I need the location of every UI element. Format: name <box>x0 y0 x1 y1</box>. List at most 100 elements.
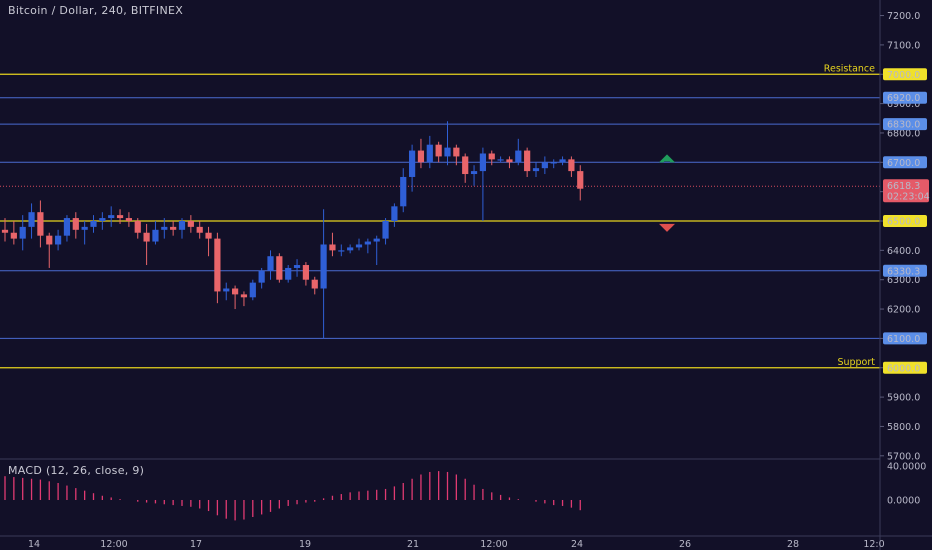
level-price-tag: 6500.0 <box>887 217 920 228</box>
candle-body[interactable] <box>444 147 451 157</box>
candle-body[interactable] <box>19 226 26 239</box>
candle-body[interactable] <box>524 150 531 172</box>
candle-body[interactable] <box>152 229 159 242</box>
level-price-tag: 6700.0 <box>887 158 920 169</box>
time-tick-label: 17 <box>190 539 202 550</box>
current-price-tag: 6618.3 <box>887 181 920 192</box>
candle-body[interactable] <box>355 244 363 248</box>
candle-body[interactable] <box>90 221 97 227</box>
time-tick-label: 19 <box>299 539 311 550</box>
level-price-tag: 6330.3 <box>887 266 920 277</box>
candle-body[interactable] <box>568 159 575 172</box>
candle-body[interactable] <box>276 256 283 280</box>
candle-body[interactable] <box>488 153 495 160</box>
candle-body[interactable] <box>37 212 44 236</box>
macd-label: MACD (12, 26, close, 9) <box>8 464 144 477</box>
candle-body[interactable] <box>417 150 425 163</box>
candle-body[interactable] <box>55 235 62 245</box>
candle-body[interactable] <box>541 162 548 169</box>
candle-body[interactable] <box>479 153 486 172</box>
macd-histogram <box>4 471 581 521</box>
candle-body[interactable] <box>470 171 478 175</box>
candle-body[interactable] <box>506 159 513 163</box>
level-label: Support <box>837 357 875 368</box>
candle-body[interactable] <box>108 215 115 219</box>
candle-body[interactable] <box>28 212 35 227</box>
time-axis[interactable]: 14 12:00 17 19 21 12:00 24 26 28 12:0 <box>28 539 885 550</box>
candle-body[interactable] <box>347 247 354 251</box>
candle-body[interactable] <box>311 279 318 289</box>
price-tick-label: 7100.0 <box>887 40 920 51</box>
candle-body[interactable] <box>267 256 274 271</box>
candle-body[interactable] <box>249 282 256 298</box>
candle-body[interactable] <box>409 150 416 177</box>
candle-body[interactable] <box>391 206 398 221</box>
candle-body[interactable] <box>400 176 407 207</box>
candle-body[interactable] <box>187 221 194 227</box>
level-price-tag-bg <box>883 215 927 227</box>
price-tick-label: 6900.0 <box>887 99 920 110</box>
candle-body[interactable] <box>435 144 442 157</box>
candle-body[interactable] <box>285 267 292 280</box>
down-arrow-icon <box>659 223 675 232</box>
candle-body[interactable] <box>453 147 460 157</box>
level-price-tag: 6830.0 <box>887 120 920 131</box>
candle-body[interactable] <box>99 218 106 221</box>
price-tick-label: 7200.0 <box>887 11 920 22</box>
candle-body[interactable] <box>293 265 301 268</box>
price-tags: 7000.0 6920.0 6830.0 6700.0 6500.0 6330.3 6100… <box>883 68 930 374</box>
time-tick-label: 26 <box>679 539 691 550</box>
candle-body[interactable] <box>232 288 239 295</box>
candle-body[interactable] <box>320 244 327 289</box>
candle-body[interactable] <box>302 265 309 280</box>
candle-body[interactable] <box>170 226 177 230</box>
candle-body[interactable] <box>116 215 124 219</box>
candle-body[interactable] <box>532 168 540 172</box>
candle-body[interactable] <box>240 294 248 298</box>
up-arrow-icon <box>659 154 675 163</box>
candles[interactable] <box>1 121 584 339</box>
candle-body[interactable] <box>1 229 9 233</box>
candle-body[interactable] <box>205 232 212 239</box>
candle-body[interactable] <box>258 270 265 283</box>
level-price-tag: 6100.0 <box>887 334 920 345</box>
candle-body[interactable] <box>462 156 469 175</box>
candle-body[interactable] <box>577 171 584 189</box>
candle-body[interactable] <box>125 218 132 221</box>
candle-body[interactable] <box>559 159 566 163</box>
candle-body[interactable] <box>426 144 433 163</box>
candle-body[interactable] <box>81 226 88 230</box>
candle-body[interactable] <box>196 226 203 233</box>
chart-title: Bitcoin / Dollar, 240, BITFINEX <box>8 4 183 17</box>
candle-body[interactable] <box>382 221 389 239</box>
candle-body[interactable] <box>497 159 504 161</box>
candle-body[interactable] <box>515 150 522 163</box>
candle-body[interactable] <box>338 250 345 252</box>
level-label: Resistance <box>824 63 875 74</box>
price-tick-label: 6800.0 <box>887 128 920 139</box>
level-price-tag-bg <box>883 156 927 169</box>
level-price-tag-bg <box>883 332 927 345</box>
candle-body[interactable] <box>329 244 336 251</box>
price-tick-label: 5700.0 <box>887 451 920 462</box>
candle-body[interactable] <box>63 218 71 236</box>
candle-body[interactable] <box>223 288 230 292</box>
time-tick-label: 14 <box>28 539 40 550</box>
candle-body[interactable] <box>178 221 186 230</box>
candle-body[interactable] <box>134 221 141 233</box>
candle-body[interactable] <box>72 218 79 230</box>
candle-body[interactable] <box>46 235 53 245</box>
price-tick-label: 6300.0 <box>887 275 920 286</box>
candle-body[interactable] <box>373 238 380 242</box>
candle-body[interactable] <box>550 162 557 164</box>
candle-body[interactable] <box>10 232 17 239</box>
candle-body[interactable] <box>214 238 221 292</box>
macd-tick-label: 40.0000 <box>887 462 926 473</box>
price-tick-label: 5800.0 <box>887 422 920 433</box>
candle-body[interactable] <box>364 241 371 245</box>
candle-body[interactable] <box>143 232 150 242</box>
level-price-tag-bg <box>883 91 927 104</box>
candle-body[interactable] <box>161 226 168 230</box>
